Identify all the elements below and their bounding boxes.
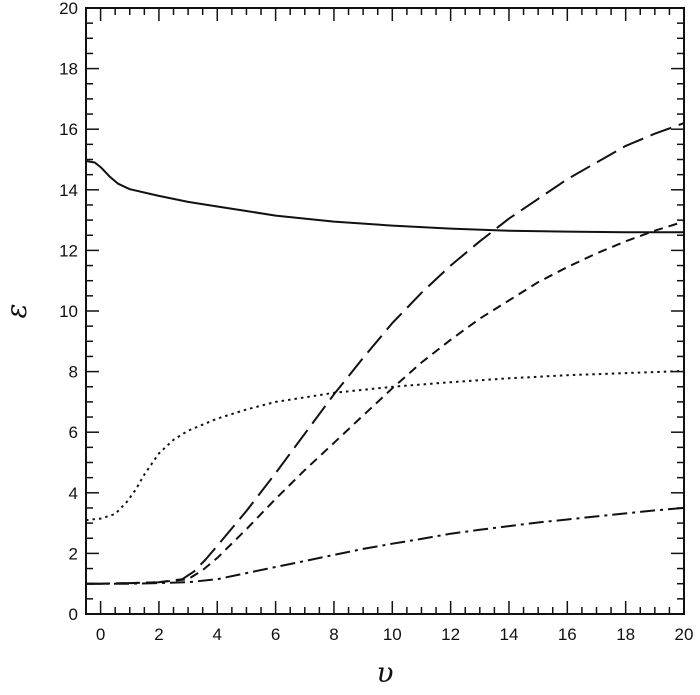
y-tick-label: 20 [59, 0, 78, 18]
y-tick-label: 4 [69, 484, 78, 503]
x-tick-label: 6 [271, 625, 280, 644]
x-tick-label: 10 [383, 625, 402, 644]
series-lines [85, 122, 685, 585]
plot-frame [85, 7, 685, 615]
axis-ticks [86, 7, 685, 615]
x-tick-label: 14 [500, 625, 519, 644]
y-tick-label: 10 [59, 302, 78, 321]
y-tick-label: 12 [59, 241, 78, 260]
x-tick-label: 12 [441, 625, 460, 644]
y-tick-label: 18 [59, 60, 78, 79]
y-tick-label: 14 [59, 181, 78, 200]
x-tick-label: 16 [558, 625, 577, 644]
x-tick-label: 8 [329, 625, 338, 644]
series-line-short-dash [86, 220, 685, 585]
series-line-solid [85, 160, 684, 234]
y-tick-label: 0 [69, 605, 78, 624]
x-tick-labels: 0 2 4 6 8 10 12 14 16 18 20 [96, 625, 694, 644]
series-line-dash-dot [86, 506, 685, 585]
y-tick-label: 16 [59, 120, 78, 139]
y-tick-label: 6 [69, 423, 78, 442]
x-tick-label: 2 [154, 625, 163, 644]
x-axis-label: υ [376, 656, 393, 689]
x-tick-label: 0 [96, 625, 105, 644]
series-line-long-dash [86, 122, 685, 585]
x-tick-label: 4 [213, 625, 222, 644]
y-tick-label: 8 [69, 363, 78, 382]
x-tick-label: 18 [616, 625, 635, 644]
y-axis-label: ε [0, 303, 33, 318]
y-tick-labels: 0 2 4 6 8 10 12 14 16 18 20 [59, 0, 78, 624]
x-tick-label: 20 [675, 625, 694, 644]
series-line-dotted [85, 370, 685, 522]
y-tick-label: 2 [69, 544, 78, 563]
